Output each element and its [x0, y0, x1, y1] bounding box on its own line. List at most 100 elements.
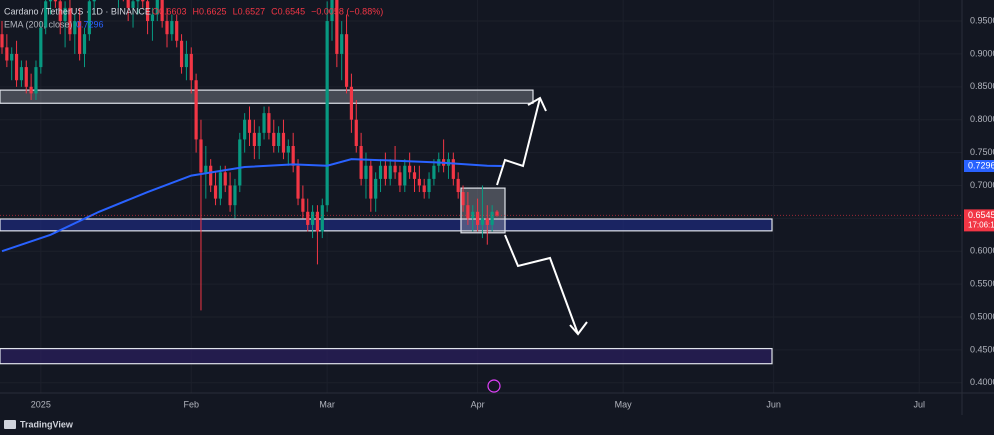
candle-body [199, 139, 203, 173]
footer [0, 415, 994, 435]
candle-body [378, 165, 383, 179]
candle-body [44, 1, 48, 28]
x-tick-label: Jul [913, 399, 925, 409]
candle-body [277, 132, 281, 147]
candle-body [272, 132, 276, 147]
candle-body [408, 165, 412, 173]
candle-body [175, 21, 179, 41]
ohlc-change: −0.0058 (−0.88%) [311, 6, 383, 16]
candle-body [238, 139, 242, 186]
candle-body [286, 146, 290, 153]
candle-body [359, 146, 363, 179]
candle-body [78, 21, 82, 54]
candle-body [320, 205, 324, 232]
candle-body [403, 165, 407, 186]
candle-body [330, 0, 334, 22]
candle-body [451, 159, 455, 179]
candle-body [475, 211, 480, 225]
candle-body [393, 165, 397, 173]
candle-body [354, 119, 358, 147]
candle-body [34, 67, 38, 94]
candle-body [301, 198, 305, 212]
x-tick-label: Mar [319, 399, 335, 409]
ema-legend-value: 0.7296 [76, 19, 104, 29]
candle-body [485, 218, 489, 225]
candle-body [0, 34, 4, 48]
x-tick-label: Apr [471, 399, 485, 409]
candle-body [252, 132, 256, 147]
candle-body [150, 14, 155, 22]
candle-body [155, 0, 159, 15]
ohlc-legend: O0.6603 H0.6625 L0.6527 C0.6545 −0.0058 (−0.… [152, 6, 383, 16]
candle-body [165, 21, 169, 35]
up-arrow-head [527, 96, 547, 112]
ohlc-value: L0.6527 [233, 6, 266, 16]
candle-body [73, 21, 77, 35]
candle-body [19, 67, 24, 81]
candle-body [170, 21, 174, 35]
ohlc-value: O0.6603 [152, 6, 187, 16]
brand: TradingView [20, 419, 74, 429]
candle-body [184, 53, 189, 68]
price-badge-label: 0.6545 [968, 210, 994, 220]
event-icon[interactable] [487, 379, 501, 393]
candle-body [310, 211, 315, 225]
down-arrow [504, 234, 579, 335]
candle-body [262, 113, 266, 133]
candle-body [160, 0, 164, 22]
ema-line [1, 158, 502, 253]
x-tick-label: May [615, 399, 633, 409]
candle-body [63, 7, 67, 22]
candle-body [209, 165, 213, 186]
candle-body [257, 132, 261, 147]
ema-badge [964, 160, 994, 172]
candle-body [48, 0, 53, 2]
candle-body [412, 172, 417, 179]
candle-body [456, 178, 460, 193]
candle-body [141, 0, 145, 2]
candle-body [223, 172, 227, 186]
zone [0, 218, 773, 232]
candle-body [82, 34, 87, 54]
ohlc-value: C0.6545 [271, 6, 305, 16]
candle-body [136, 0, 140, 2]
candle-body [126, 0, 130, 8]
candle-body [281, 132, 286, 153]
zone [0, 89, 534, 104]
candle-body [398, 172, 402, 186]
axes: 0.40000.45000.50000.55000.60000.65000.70… [31, 15, 994, 409]
candle-body [213, 185, 218, 199]
candle-body [179, 40, 184, 68]
x-tick-label: 2025 [31, 399, 51, 409]
candle-body [480, 218, 485, 225]
candle-body [68, 7, 72, 35]
candle-body [432, 165, 436, 179]
candle-body [228, 185, 232, 206]
candle-body [39, 27, 43, 68]
candle-body [58, 1, 62, 22]
y-tick-label: 0.9500 [970, 15, 994, 25]
candle-body [417, 178, 421, 186]
x-tick-label: Jun [766, 399, 781, 409]
candle-body [29, 86, 33, 94]
brand-logo [4, 420, 16, 429]
candle-body [189, 53, 193, 81]
candle-body [87, 1, 91, 35]
candle-body [194, 80, 198, 140]
candle-body [364, 165, 368, 179]
candle-body [461, 192, 465, 206]
candle-body [369, 165, 373, 199]
candle-body [340, 34, 344, 54]
candle-body [53, 0, 57, 2]
zone [0, 347, 773, 365]
candle-body [204, 165, 208, 173]
